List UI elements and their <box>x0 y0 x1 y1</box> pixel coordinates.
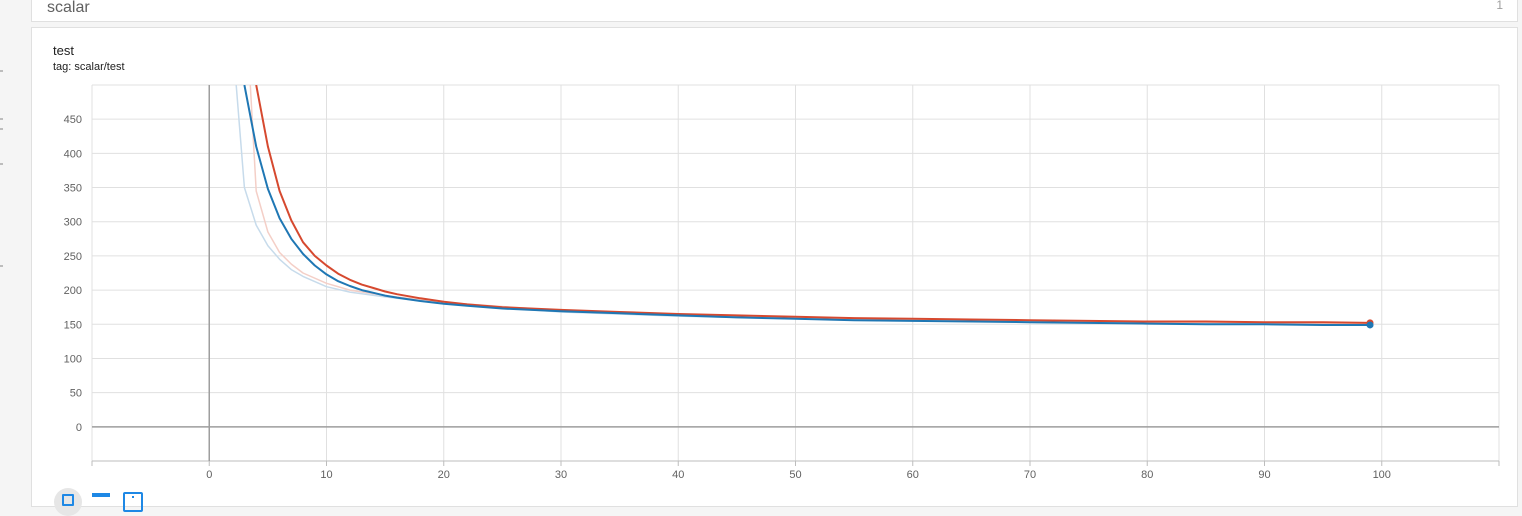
x-tick-label: 60 <box>907 469 919 481</box>
y-tick-label: 450 <box>64 114 82 126</box>
x-tick-label: 50 <box>789 469 801 481</box>
tag-group-title: scalar <box>47 0 90 16</box>
info-icon[interactable] <box>123 492 143 512</box>
chart-title: test <box>53 43 74 58</box>
tag-group-header[interactable]: scalar 1 <box>31 0 1518 22</box>
sidebar-mark <box>0 118 3 120</box>
tag-group-count: 1 <box>1496 0 1503 12</box>
sidebar-mark <box>0 265 3 267</box>
smoothed-series-line <box>255 85 1371 324</box>
sidebar-mark <box>0 128 3 130</box>
y-tick-label: 150 <box>64 319 82 331</box>
y-tick-label: 400 <box>64 148 82 160</box>
line-chart[interactable]: 0 10 20 30 40 50 60 70 80 90 100 0 50 100 150 200 250 300… <box>32 28 1519 498</box>
y-tick-label: 250 <box>64 251 82 263</box>
y-tick-label: 350 <box>64 183 82 195</box>
x-tick-label: 100 <box>1373 469 1391 481</box>
raw-series-line <box>249 85 1371 325</box>
chart-tag: tag: scalar/test <box>53 61 125 73</box>
sidebar-mark <box>0 163 3 165</box>
sidebar-mark <box>0 70 3 72</box>
x-tick-label: 70 <box>1024 469 1036 481</box>
fit-domain-icon[interactable] <box>54 488 82 516</box>
y-tick-label: 100 <box>64 353 82 365</box>
smoothed-series-line <box>243 85 1370 326</box>
y-tick-label: 300 <box>64 217 82 229</box>
x-tick-label: 20 <box>438 469 450 481</box>
y-tick-label: 200 <box>64 285 82 297</box>
y-tick-label: 0 <box>76 422 82 434</box>
x-tick-label: 90 <box>1258 469 1270 481</box>
left-sidebar-edge <box>0 0 30 498</box>
x-tick-label: 0 <box>206 469 212 481</box>
x-tick-label: 30 <box>555 469 567 481</box>
scalar-chart-card: test tag: scalar/test 0 10 20 30 40 50 60 70 80 9… <box>31 27 1519 516</box>
series-end-marker <box>1366 321 1374 329</box>
x-tick-label: 40 <box>672 469 684 481</box>
x-tick-label: 80 <box>1141 469 1153 481</box>
log-scale-icon[interactable] <box>92 493 110 497</box>
y-tick-label: 50 <box>70 388 82 400</box>
x-tick-label: 10 <box>320 469 332 481</box>
raw-series-line <box>235 85 1371 326</box>
